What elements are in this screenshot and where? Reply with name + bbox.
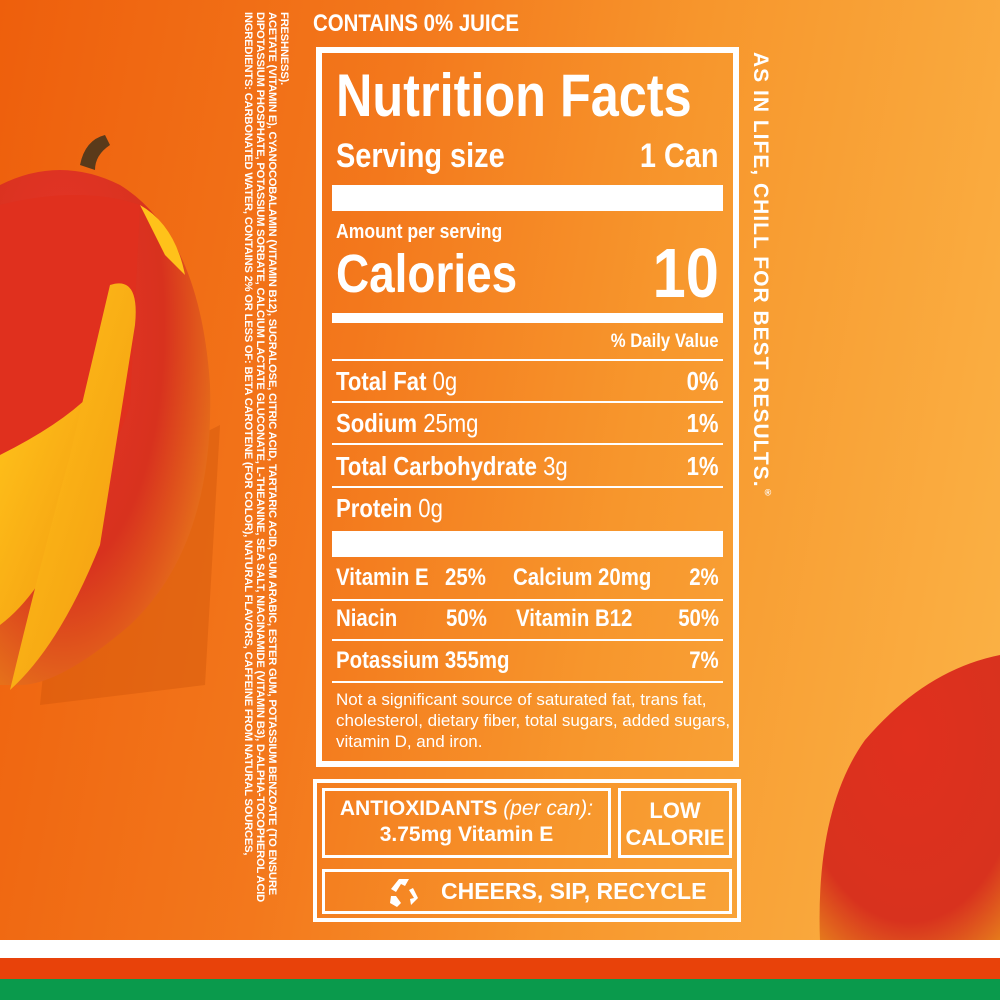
juice-note-text: CONTAINS 0% JUICE [313,10,519,37]
vitamin-row: Niacin 50% Vitamin B12 50% [336,605,719,633]
daily-value-header: % Daily Value [611,331,719,352]
vitamin-dv: 2% [689,564,719,591]
footnote: Not a significant source of saturated fa… [336,690,731,751]
divider [332,639,723,641]
divider [332,681,723,683]
serving-size-value: 1 Can [640,137,719,175]
nutrient-name: Sodium [336,408,418,438]
potassium-name: Potassium 355mg [336,647,510,674]
nutrient-row: Total Fat 0g 0% [336,366,719,397]
divider [332,401,723,403]
vitamin-dv: 50% [446,605,488,632]
calorie-text: CALORIE [625,825,725,850]
divider [332,599,723,601]
vitamin-dv: 50% [678,605,719,632]
thick-divider [332,313,723,323]
vitamin-row: Vitamin E 25% Calcium 20mg 2% [336,564,719,592]
antioxidants-qualifier: (per can): [503,797,594,820]
recycle-text: CHEERS, SIP, RECYCLE [441,878,707,904]
recycle-badge: CHEERS, SIP, RECYCLE [322,869,732,914]
nutrient-row: Protein 0g [336,493,719,524]
badges-frame [313,779,741,922]
divider [332,443,723,445]
vitamin-dv: 25% [444,564,486,591]
recycle-icon [390,878,418,907]
divider [332,486,723,488]
low-calorie-badge: LOW CALORIE [618,788,732,858]
antioxidants-badge: ANTIOXIDANTS (per can): 3.75mg Vitamin E [322,788,611,858]
nutrition-title: Nutrition Facts [336,62,692,129]
nutrient-amount: 0g [418,493,443,523]
nutrient-row: Total Carbohydrate 3g 1% [336,451,719,482]
registered-mark: ® [763,487,773,499]
calories-label: Calories [336,244,518,304]
ingredients-text: Ingredients: Carbonated water, contains … [242,12,290,902]
antioxidants-label: ANTIOXIDANTS [339,797,498,820]
nutrient-name: Total Fat [336,366,427,396]
antioxidants-value: 3.75mg Vitamin E [379,823,554,846]
nutrient-amount: 25mg [423,408,479,438]
tagline-text: AS IN LIFE, CHILL FOR BEST RESULTS. [749,52,772,488]
nutrient-name: Total Carbohydrate [336,451,537,481]
stripe-green [0,979,1000,1000]
nutrient-row: Sodium 25mg 1% [336,408,719,439]
mango-right-image [819,655,1000,942]
juice-note: CONTAINS 0% JUICE [313,10,555,38]
nutrient-amount: 3g [543,451,568,481]
serving-size-label: Serving size [336,137,505,175]
divider [332,359,723,361]
vitamin-name: Vitamin E [336,564,429,591]
nutrient-dv: 1% [687,408,719,438]
calories-value: 10 [652,234,719,312]
potassium-dv: 7% [689,647,719,674]
mango-left-image [0,135,220,705]
potassium-row: Potassium 355mg 7% [336,647,719,675]
low-text: LOW [649,798,701,823]
tagline: AS IN LIFE, CHILL FOR BEST RESULTS.® [748,52,773,499]
amount-per-serving-label: Amount per serving [336,221,503,243]
vitamin-name: Niacin [336,605,398,632]
nutrient-dv: 0% [687,366,719,396]
nutrient-amount: 0g [432,366,458,396]
stripe-white [0,940,1000,958]
nutrient-name: Protein [336,493,413,523]
thick-divider [332,185,723,211]
stripe-red [0,958,1000,979]
vitamin-name: Calcium 20mg [513,564,652,591]
vitamin-name: Vitamin B12 [516,605,633,632]
nutrient-dv: 1% [687,451,719,481]
nutrition-facts-panel: Nutrition Facts Serving size 1 Can Amount… [316,47,739,767]
thick-divider [332,531,723,557]
